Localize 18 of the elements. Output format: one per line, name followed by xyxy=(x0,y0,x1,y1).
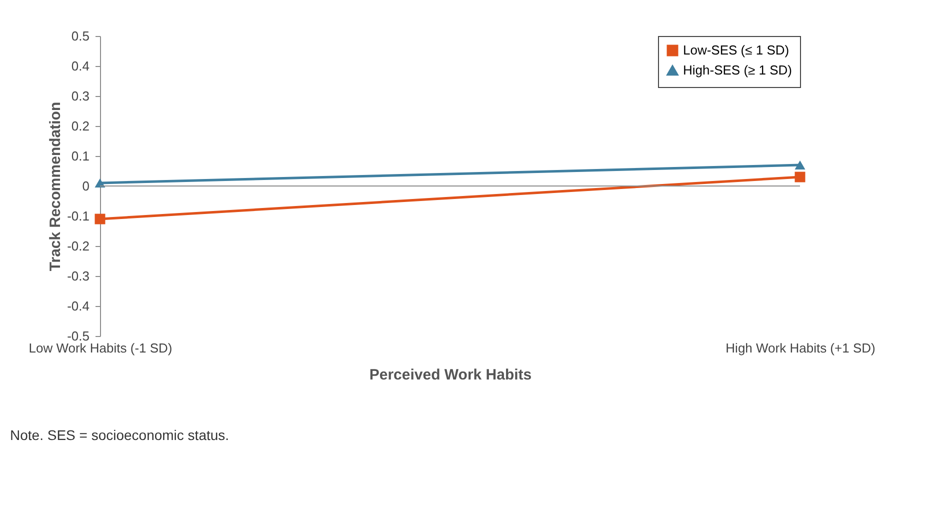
text: Note. SES = socioeconomic status. xyxy=(10,427,230,443)
y-tick-label: -0.4 xyxy=(67,298,90,314)
x-tick-label: High Work Habits (+1 SD) xyxy=(726,340,876,356)
x-axis-title: Perceived Work Habits xyxy=(369,366,532,384)
y-tick-label: -0.1 xyxy=(67,208,90,224)
x-tick-label: Low Work Habits (-1 SD) xyxy=(28,340,172,356)
legend-label: High-SES (≥ 1 SD) xyxy=(683,62,792,78)
y-axis-title: Track Recommendation xyxy=(47,102,64,272)
y-tick-label: -0.5 xyxy=(67,328,90,344)
y-tick-label: 0.5 xyxy=(71,28,90,44)
y-tick-label: 0 xyxy=(82,178,90,194)
legend-label: Low-SES (≤ 1 SD) xyxy=(683,42,790,58)
y-tick-label: 0.4 xyxy=(71,58,90,74)
y-tick-label: -0.3 xyxy=(67,268,90,284)
y-tick-label: -0.2 xyxy=(67,238,90,254)
y-tick-label: 0.3 xyxy=(71,88,90,104)
y-tick-label: 0.2 xyxy=(71,118,90,134)
y-tick-label: 0.1 xyxy=(71,148,90,164)
